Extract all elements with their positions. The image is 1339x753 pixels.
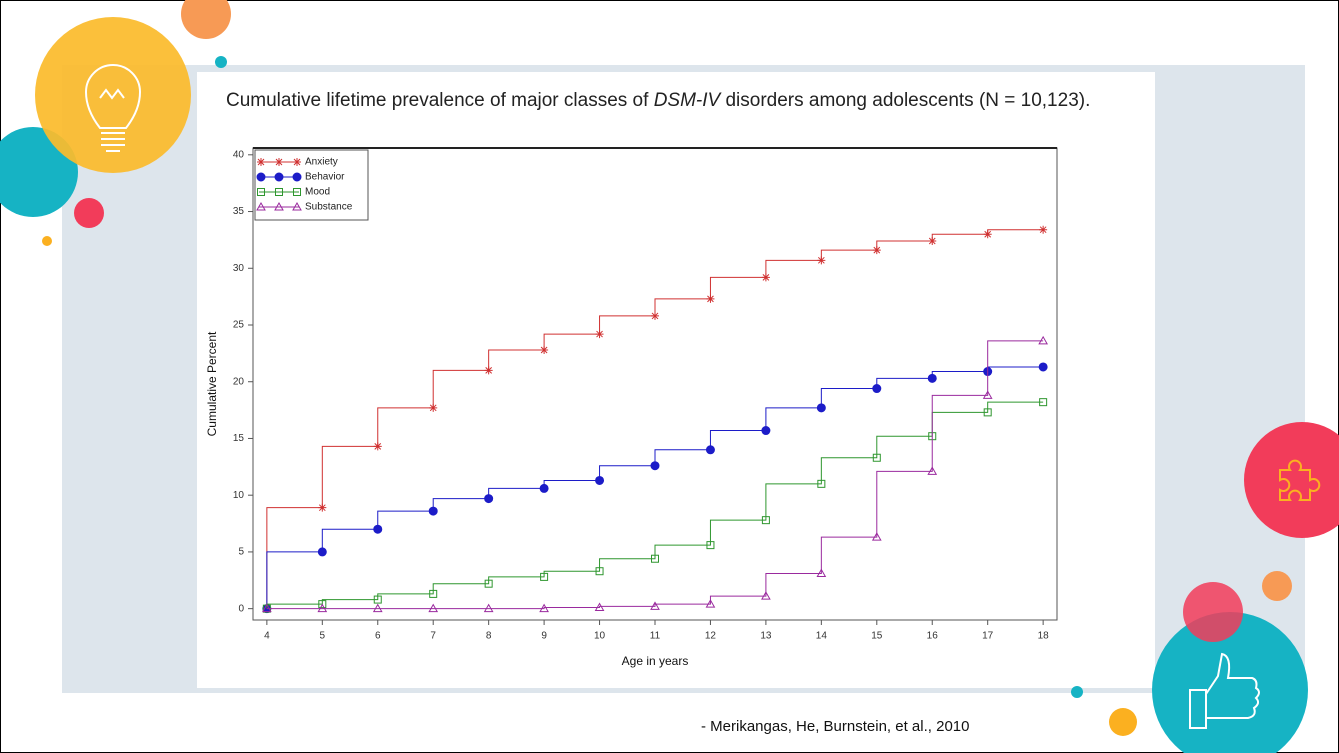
marker (651, 312, 659, 320)
marker (928, 374, 936, 382)
legend-label: Behavior (305, 172, 345, 183)
marker (706, 295, 714, 303)
x-tick-label: 9 (541, 631, 547, 642)
marker (817, 404, 825, 412)
title-text: disorders among adolescents (N = 10,123)… (720, 90, 1090, 111)
decor-circle (215, 56, 227, 68)
marker (873, 385, 881, 393)
x-tick-label: 12 (705, 631, 717, 642)
marker (485, 366, 493, 374)
x-tick-label: 7 (430, 631, 436, 642)
y-tick-label: 40 (233, 149, 245, 160)
marker (429, 507, 437, 515)
marker (540, 346, 548, 354)
marker (817, 256, 825, 264)
marker (706, 446, 714, 454)
x-tick-label: 8 (486, 631, 492, 642)
marker (275, 158, 283, 166)
x-tick-label: 17 (982, 631, 994, 642)
marker (1039, 363, 1047, 371)
decor-circle (1262, 571, 1292, 601)
y-tick-label: 35 (233, 206, 245, 217)
marker (762, 273, 770, 281)
x-tick-label: 11 (650, 631, 661, 642)
x-tick-label: 6 (375, 631, 381, 642)
x-tick-label: 18 (1038, 631, 1050, 642)
y-axis-label: Cumulative Percent (205, 331, 219, 436)
legend-label: Mood (305, 187, 330, 198)
title-text: Cumulative lifetime prevalence of major … (226, 90, 654, 111)
marker (275, 173, 283, 181)
marker (318, 548, 326, 556)
x-tick-label: 16 (927, 631, 939, 642)
decor-circle (1071, 686, 1083, 698)
x-tick-label: 13 (760, 631, 772, 642)
y-tick-label: 0 (238, 603, 244, 614)
marker (485, 495, 493, 503)
marker (540, 484, 548, 492)
marker (293, 158, 301, 166)
marker (374, 442, 382, 450)
x-axis-label: Age in years (622, 654, 689, 668)
y-tick-label: 30 (233, 263, 245, 274)
marker (318, 504, 326, 512)
marker (762, 427, 770, 435)
marker (596, 476, 604, 484)
y-tick-label: 10 (233, 490, 245, 501)
chart-title: Cumulative lifetime prevalence of major … (226, 90, 1090, 111)
marker (257, 158, 265, 166)
y-tick-label: 25 (233, 320, 245, 331)
x-tick-label: 15 (871, 631, 883, 642)
y-tick-label: 20 (233, 376, 245, 387)
decor-circle (42, 236, 52, 246)
slide: Cumulative lifetime prevalence of major … (0, 0, 1339, 753)
marker (429, 404, 437, 412)
marker (374, 525, 382, 533)
decor-circle (74, 198, 104, 228)
marker (596, 330, 604, 338)
title-italic: DSM-IV (654, 90, 723, 111)
marker (257, 173, 265, 181)
citation: - Merikangas, He, Burnstein, et al., 201… (701, 718, 969, 735)
x-tick-label: 5 (320, 631, 326, 642)
y-tick-label: 5 (238, 547, 244, 558)
x-tick-label: 10 (594, 631, 606, 642)
decor-circle (1109, 708, 1137, 736)
marker (651, 462, 659, 470)
legend-label: Anxiety (305, 157, 338, 168)
x-tick-label: 14 (816, 631, 828, 642)
marker (293, 173, 301, 181)
marker (1039, 226, 1047, 234)
y-tick-label: 15 (233, 433, 245, 444)
x-tick-label: 4 (264, 631, 270, 642)
decor-circle (1183, 582, 1243, 642)
marker (873, 246, 881, 254)
legend-label: Substance (305, 202, 353, 213)
marker (984, 230, 992, 238)
marker (928, 237, 936, 245)
